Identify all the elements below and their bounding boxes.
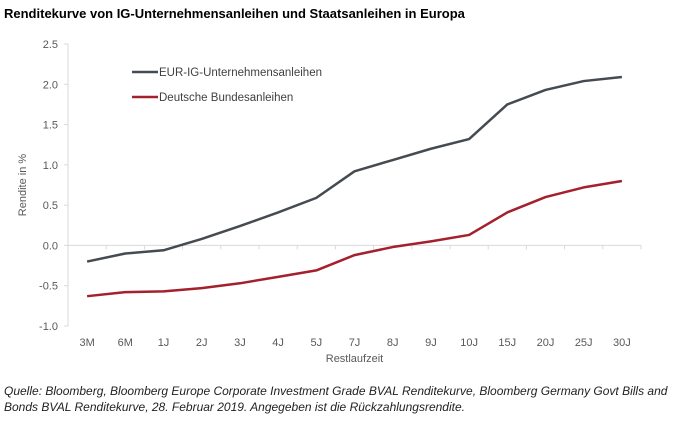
y-tick-label: 2.5	[43, 39, 58, 51]
x-tick-label: 4J	[272, 337, 284, 349]
x-tick-label: 7J	[349, 337, 361, 349]
yield-curve-chart: 2.5 2.0 1.5 1.0 0.5 0.0 -0.5 -1.0 3M 6M 1J 2J 3J 4J 5J…	[17, 39, 642, 365]
series-line-2	[86, 179, 623, 298]
y-tick-label: 1.0	[43, 160, 58, 172]
y-tick-label: 0.5	[43, 200, 58, 212]
x-tick-label: 9J	[425, 337, 437, 349]
x-tick-label: 3M	[79, 337, 94, 349]
x-tick-label: 6M	[118, 337, 133, 349]
legend-label-2: Deutsche Bundesanleihen	[159, 92, 293, 104]
legend-label-1: EUR-IG-Unternehmensanleihen	[159, 67, 322, 79]
y-tick-label: -0.5	[39, 281, 58, 293]
x-tick-label: 3J	[234, 337, 246, 349]
x-tick-label: 2J	[196, 337, 208, 349]
chart-title: Renditekurve von IG-Unternehmensanleihen…	[4, 6, 465, 21]
source-caption: Quelle: Bloomberg, Bloomberg Europe Corp…	[4, 384, 668, 414]
y-tick-label: 2.0	[43, 79, 58, 91]
y-tick-label: -1.0	[39, 321, 58, 333]
y-axis-title: Rendite in %	[17, 154, 29, 217]
x-tick-label: 20J	[537, 337, 555, 349]
x-tick-label: 5J	[310, 337, 322, 349]
x-tick-label: 1J	[158, 337, 170, 349]
x-tick-label: 25J	[575, 337, 593, 349]
x-tick-label: 15J	[498, 337, 516, 349]
y-tick-label: 0.0	[43, 240, 58, 252]
x-tick-label: 30J	[613, 337, 631, 349]
y-tick-label: 1.5	[43, 120, 58, 132]
x-axis-title: Restlaufzeit	[326, 353, 383, 365]
series-line-1	[86, 75, 623, 263]
x-tick-label: 8J	[387, 337, 399, 349]
x-tick-label: 10J	[460, 337, 478, 349]
